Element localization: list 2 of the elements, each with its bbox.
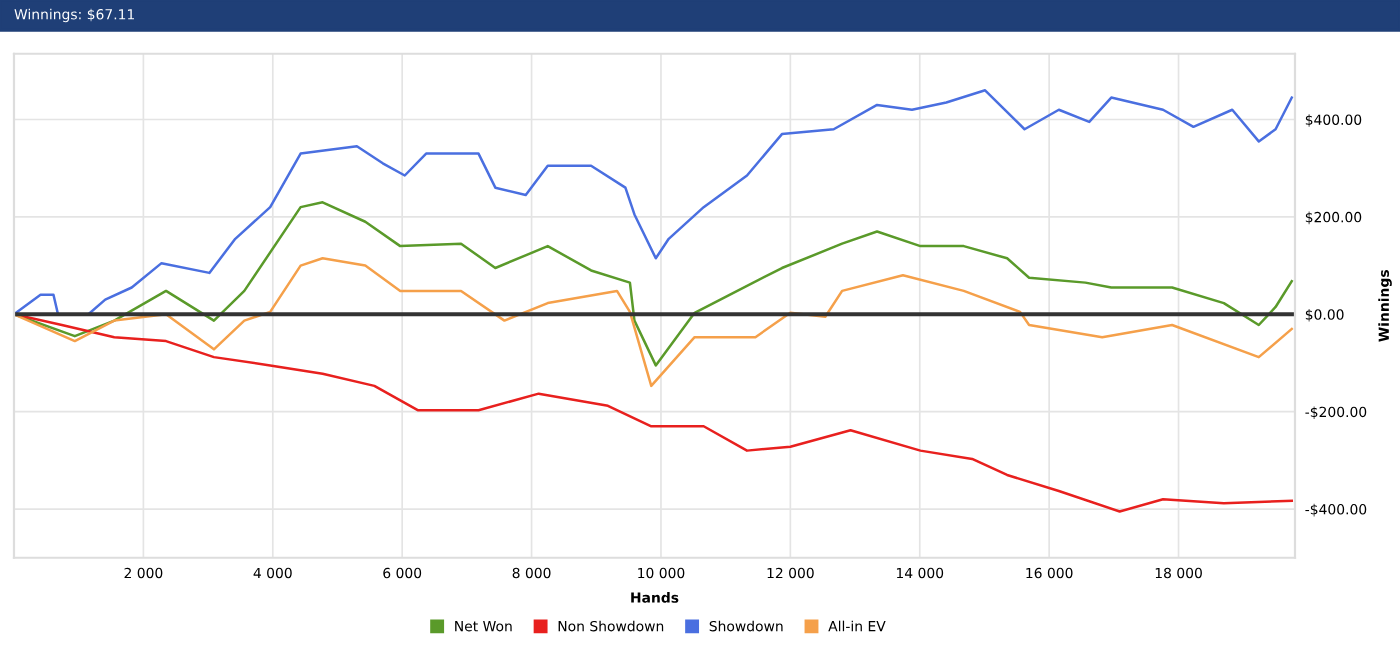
line-series <box>14 257 1294 388</box>
line-series <box>14 89 1294 316</box>
